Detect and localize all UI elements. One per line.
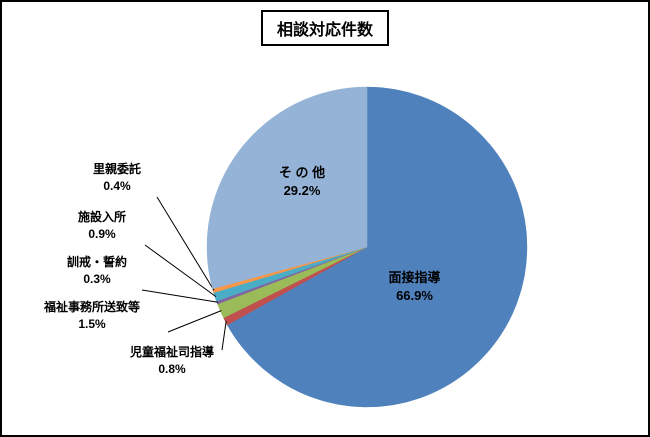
slice-label: 施設入所 [77, 210, 126, 224]
slice-percent: 29.2% [283, 182, 321, 198]
label-shisetsu-nyusho: 施設入所 0.9% [42, 210, 162, 242]
slice-percent: 0.9% [88, 226, 116, 241]
pie-slice-6 [206, 86, 368, 290]
slice-label: 福祉事務所送致等 [43, 300, 140, 314]
leader-line-5 [156, 196, 215, 291]
slice-label: 里親委託 [92, 162, 141, 176]
label-kunkai-seiyaku: 訓戒・誓約 0.3% [37, 255, 157, 287]
chart-title: 相談対応件数 [260, 10, 390, 46]
label-fukushi-jimusho: 福祉事務所送致等 1.5% [17, 300, 167, 332]
slice-label: 訓戒・誓約 [66, 255, 127, 269]
slice-percent: 0.3% [83, 271, 111, 286]
leader-line-1 [221, 320, 227, 351]
label-sonota: そ の 他 29.2% [247, 165, 357, 200]
leader-line-2 [167, 310, 222, 333]
leader-line-4 [144, 244, 217, 298]
label-jidou-fukushishi: 児童福祉司指導 0.8% [97, 345, 247, 377]
label-satooya-itaku: 里親委託 0.4% [57, 162, 177, 194]
slice-percent: 0.4% [103, 178, 131, 193]
label-mensetsu-shidou: 面接指導 66.9% [357, 270, 472, 305]
slice-percent: 0.8% [158, 361, 186, 376]
leader-line-3 [141, 289, 218, 303]
slice-label: 面接指導 [388, 270, 441, 285]
pie-slice-0 [226, 86, 528, 408]
slice-label: 児童福祉司指導 [129, 345, 214, 359]
slice-label: そ の 他 [278, 165, 326, 180]
slice-percent: 66.9% [396, 287, 433, 303]
slice-percent: 1.5% [78, 316, 106, 331]
